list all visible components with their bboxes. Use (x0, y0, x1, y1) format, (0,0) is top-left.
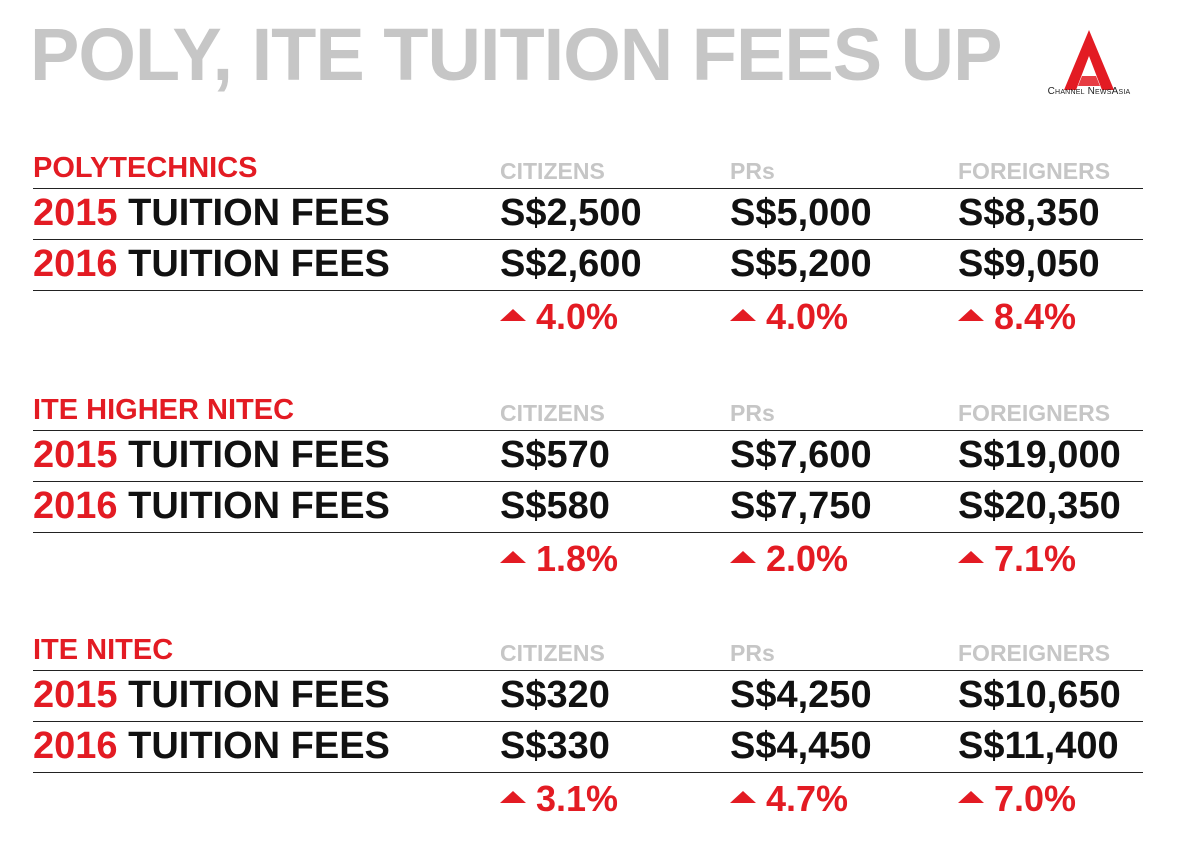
section-header-row: ITE HIGHER NITEC CITIZENS PRs FOREIGNERS (33, 394, 1143, 431)
fee-row-2016: 2016 TUITION FEES S$330 S$4,450 S$11,400 (33, 722, 1143, 772)
change-value: 8.4% (994, 296, 1077, 337)
row-label-text: TUITION FEES (128, 674, 390, 716)
fee-prs: S$4,450 (730, 725, 872, 767)
section-header-row: POLYTECHNICS CITIZENS PRs FOREIGNERS (33, 152, 1143, 189)
fee-citizens: S$320 (500, 674, 610, 716)
row-label: 2015 TUITION FEES (33, 436, 390, 474)
row-label: 2016 TUITION FEES (33, 245, 390, 283)
row-year: 2015 (33, 674, 118, 716)
fee-foreigners: S$10,650 (958, 674, 1121, 716)
section-polytechnics: POLYTECHNICS CITIZENS PRs FOREIGNERS 201… (33, 152, 1143, 339)
change-row: 3.1% 4.7% 7.0% (33, 772, 1143, 821)
fee-prs: S$5,000 (730, 192, 872, 234)
column-header-prs: PRs (730, 640, 775, 666)
up-arrow-icon (730, 551, 756, 564)
column-header-prs: PRs (730, 400, 775, 426)
row-label: 2015 TUITION FEES (33, 194, 390, 232)
up-arrow-icon (500, 551, 526, 564)
column-header-prs: PRs (730, 158, 775, 184)
row-label-text: TUITION FEES (128, 434, 390, 476)
change-value: 7.0% (994, 778, 1077, 819)
row-label-text: TUITION FEES (128, 243, 390, 285)
fee-foreigners: S$8,350 (958, 192, 1100, 234)
section-ite-higher-nitec: ITE HIGHER NITEC CITIZENS PRs FOREIGNERS… (33, 394, 1143, 581)
fee-prs: S$7,600 (730, 434, 872, 476)
section-ite-nitec: ITE NITEC CITIZENS PRs FOREIGNERS 2015 T… (33, 634, 1143, 821)
fee-citizens: S$580 (500, 485, 610, 527)
page-title: POLY, ITE TUITION FEES UP (30, 13, 1002, 96)
row-label-text: TUITION FEES (128, 192, 390, 234)
up-arrow-icon (730, 309, 756, 322)
fee-foreigners: S$9,050 (958, 243, 1100, 285)
change-prs: 4.0% (730, 299, 848, 335)
row-label-text: TUITION FEES (128, 485, 390, 527)
change-foreigners: 7.1% (958, 541, 1076, 577)
fee-citizens: S$330 (500, 725, 610, 767)
fee-prs: S$4,250 (730, 674, 872, 716)
column-header-citizens: CITIZENS (500, 158, 605, 184)
change-value: 3.1% (536, 778, 619, 819)
section-header-row: ITE NITEC CITIZENS PRs FOREIGNERS (33, 634, 1143, 671)
row-label: 2016 TUITION FEES (33, 487, 390, 525)
row-year: 2016 (33, 485, 118, 527)
up-arrow-icon (730, 791, 756, 804)
fee-row-2015: 2015 TUITION FEES S$2,500 S$5,000 S$8,35… (33, 189, 1143, 240)
section-title: ITE HIGHER NITEC (33, 394, 295, 426)
fee-row-2015: 2015 TUITION FEES S$570 S$7,600 S$19,000 (33, 431, 1143, 482)
fee-citizens: S$2,600 (500, 243, 642, 285)
up-arrow-icon (500, 791, 526, 804)
change-value: 1.8% (536, 538, 619, 579)
up-arrow-icon (958, 309, 984, 322)
fee-citizens: S$2,500 (500, 192, 642, 234)
fee-foreigners: S$11,400 (958, 725, 1119, 767)
column-header-foreigners: FOREIGNERS (958, 158, 1111, 184)
row-year: 2016 (33, 725, 118, 767)
brand-name: Channel NewsAsia (1047, 86, 1131, 97)
row-year: 2016 (33, 243, 118, 285)
change-row: 4.0% 4.0% 8.4% (33, 290, 1143, 339)
row-label: 2016 TUITION FEES (33, 727, 390, 765)
change-value: 2.0% (766, 538, 849, 579)
channel-newsasia-logo (1064, 30, 1114, 90)
change-citizens: 4.0% (500, 299, 618, 335)
change-citizens: 3.1% (500, 781, 618, 817)
row-year: 2015 (33, 434, 118, 476)
fee-row-2016: 2016 TUITION FEES S$580 S$7,750 S$20,350 (33, 482, 1143, 532)
up-arrow-icon (958, 551, 984, 564)
fee-prs: S$5,200 (730, 243, 872, 285)
change-value: 7.1% (994, 538, 1077, 579)
change-row: 1.8% 2.0% 7.1% (33, 532, 1143, 581)
row-year: 2015 (33, 192, 118, 234)
row-label-text: TUITION FEES (128, 725, 390, 767)
change-foreigners: 7.0% (958, 781, 1076, 817)
change-citizens: 1.8% (500, 541, 618, 577)
column-header-foreigners: FOREIGNERS (958, 640, 1111, 666)
fee-foreigners: S$20,350 (958, 485, 1121, 527)
column-header-citizens: CITIZENS (500, 400, 605, 426)
row-label: 2015 TUITION FEES (33, 676, 390, 714)
fee-row-2016: 2016 TUITION FEES S$2,600 S$5,200 S$9,05… (33, 240, 1143, 290)
fee-citizens: S$570 (500, 434, 610, 476)
change-value: 4.0% (766, 296, 849, 337)
section-title: POLYTECHNICS (33, 152, 258, 184)
change-foreigners: 8.4% (958, 299, 1076, 335)
change-value: 4.0% (536, 296, 619, 337)
fee-foreigners: S$19,000 (958, 434, 1121, 476)
fee-row-2015: 2015 TUITION FEES S$320 S$4,250 S$10,650 (33, 671, 1143, 722)
up-arrow-icon (958, 791, 984, 804)
section-title: ITE NITEC (33, 634, 174, 666)
column-header-citizens: CITIZENS (500, 640, 605, 666)
change-prs: 2.0% (730, 541, 848, 577)
change-prs: 4.7% (730, 781, 848, 817)
fee-prs: S$7,750 (730, 485, 872, 527)
up-arrow-icon (500, 309, 526, 322)
change-value: 4.7% (766, 778, 849, 819)
column-header-foreigners: FOREIGNERS (958, 400, 1111, 426)
